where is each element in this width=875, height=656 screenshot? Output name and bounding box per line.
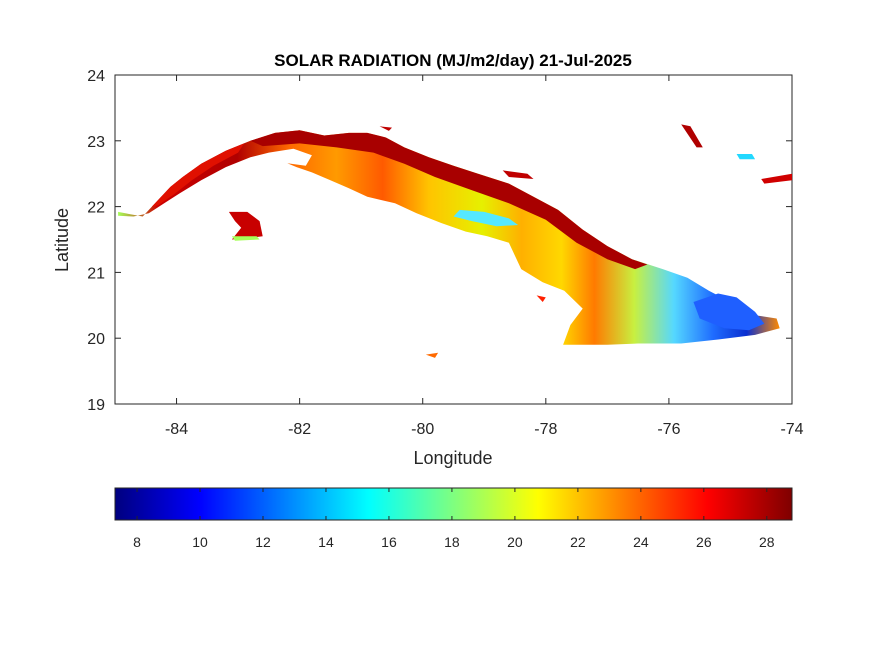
cay-south-central [536,295,546,302]
x-axis: -84 -82 -80 -78 -76 -74 [165,75,804,438]
x-tick-label: -74 [780,421,803,438]
colorbar-tick-label: 10 [192,534,208,550]
central-low-radiation [453,209,519,227]
cay-north-west [379,126,392,131]
colorbar-tick-label: 12 [255,534,271,550]
colorbar-tick-label: 20 [507,534,523,550]
x-tick-label: -84 [165,421,188,438]
y-axis-label: Latitude [52,208,72,272]
cuba-mainland [118,130,780,345]
colorbar [114,487,793,521]
colorbar-tick-label: 28 [759,534,775,550]
x-tick-label: -78 [534,421,557,438]
x-axis-label: Longitude [413,448,492,468]
colorbar-tick-label: 26 [696,534,712,550]
x-tick-label: -82 [288,421,311,438]
cay-southeast [761,173,792,184]
cay-cyan [736,154,756,160]
colorbar-tick-label: 16 [381,534,397,550]
colorbar-ticks: 8 10 12 14 16 18 20 22 24 26 28 [133,488,775,550]
colorbar-tick-label: 8 [133,534,141,550]
y-tick-label: 19 [87,397,105,414]
x-tick-label: -80 [411,421,434,438]
y-axis: 19 20 21 22 23 24 [87,68,792,414]
plot-area [114,74,793,405]
colorbar-tick-label: 22 [570,534,586,550]
colorbar-tick-label: 14 [318,534,334,550]
y-tick-label: 23 [87,134,105,151]
isla-south-coast [231,236,260,241]
cay-east [681,124,703,148]
y-tick-label: 22 [87,200,105,217]
cay-south [425,352,439,358]
cay-north-central [502,170,534,179]
cuba-map [118,124,792,358]
guantanamo-low-radiation [693,293,765,331]
isla-de-la-juventud [228,211,263,240]
x-tick-label: -76 [657,421,680,438]
colorbar-tick-label: 18 [444,534,460,550]
y-tick-label: 20 [87,331,105,348]
chart-title: SOLAR RADIATION (MJ/m2/day) 21-Jul-2025 [274,51,632,70]
pinar-del-rio [151,143,245,207]
northern-coast [250,130,648,270]
colorbar-tick-label: 24 [633,534,649,550]
y-tick-label: 21 [87,265,105,282]
y-tick-label: 24 [87,68,105,85]
